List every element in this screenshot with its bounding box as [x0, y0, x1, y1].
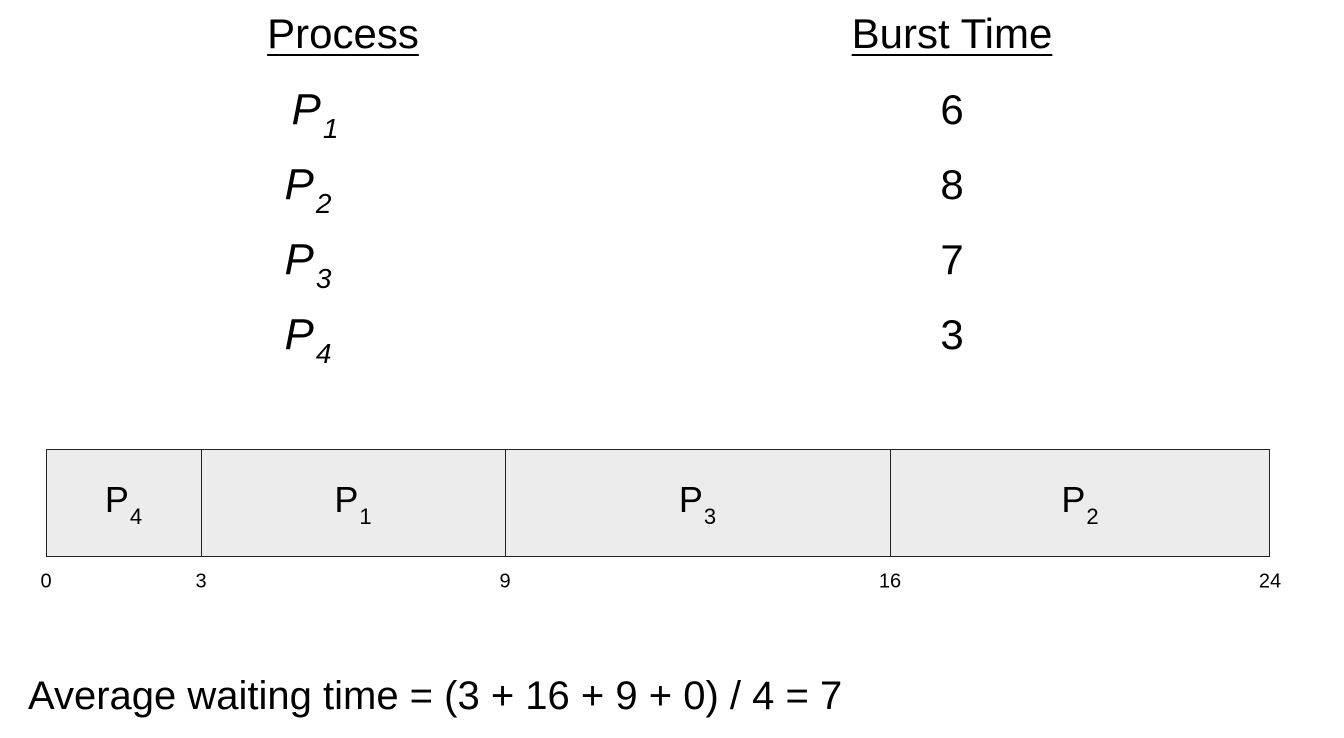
segment-label: P1 — [334, 479, 371, 529]
process-name: P2 — [284, 160, 332, 219]
time-label: 0 — [40, 570, 52, 593]
process-subscript: 4 — [315, 338, 332, 369]
segment-letter: P — [1061, 479, 1086, 520]
process-name: P4 — [284, 310, 332, 369]
process-letter: P — [284, 310, 314, 359]
column-header: Process — [267, 10, 419, 57]
time-label: 3 — [195, 570, 207, 593]
burst-time: 6 — [940, 86, 964, 133]
gantt-bar — [46, 449, 1270, 557]
segment-subscript: 3 — [703, 504, 717, 529]
segment-label: P4 — [104, 479, 142, 529]
time-label: 16 — [878, 570, 902, 593]
segment-letter: P — [678, 479, 703, 520]
segment-subscript: 4 — [129, 504, 143, 529]
segment-label: P2 — [1061, 479, 1098, 529]
segment-divider — [201, 449, 202, 557]
segment-label: P3 — [678, 479, 716, 529]
footer-text: Average waiting time = (3 + 16 + 9 + 0) … — [28, 674, 843, 718]
process-name: P3 — [284, 235, 332, 294]
segment-letter: P — [104, 479, 129, 520]
segment-divider — [505, 449, 506, 557]
burst-time: 7 — [940, 236, 964, 283]
process-name: P1 — [291, 85, 339, 144]
process-subscript: 3 — [315, 263, 332, 294]
burst-time: 8 — [940, 161, 964, 208]
column-header: Burst Time — [851, 10, 1053, 57]
time-label: 24 — [1258, 570, 1282, 593]
segment-divider — [890, 449, 891, 557]
segment-letter: P — [334, 479, 359, 520]
process-subscript: 1 — [322, 113, 339, 144]
time-label: 9 — [499, 570, 511, 593]
segment-subscript: 2 — [1086, 504, 1099, 529]
burst-time: 3 — [940, 311, 964, 358]
process-letter: P — [291, 85, 321, 134]
process-subscript: 2 — [315, 188, 332, 219]
process-letter: P — [284, 235, 314, 284]
process-letter: P — [284, 160, 314, 209]
segment-subscript: 1 — [359, 504, 372, 529]
